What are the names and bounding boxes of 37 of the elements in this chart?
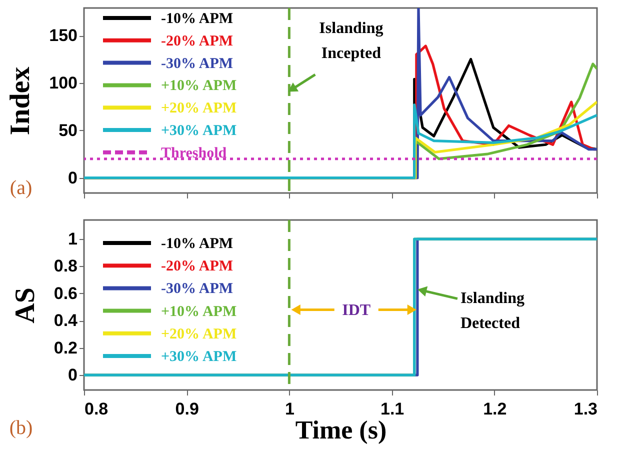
y-tick-label: 0.2 [54, 338, 78, 358]
y-axis-title: Index [5, 66, 36, 136]
legend-label: +20% APM [161, 100, 237, 117]
x-tick-label: 1 [284, 400, 294, 418]
legend-label: -10% APM [161, 11, 234, 27]
y-tick-label: 150 [49, 26, 78, 46]
text: (b) [9, 417, 33, 439]
legend-label: -30% APM [161, 281, 234, 298]
legend-label: +30% APM [161, 123, 237, 139]
y-tick-label: 0.4 [54, 311, 78, 330]
legend-label: -10% APM [161, 236, 234, 252]
y-tick-label: 0 [68, 168, 78, 188]
x-tick-label: 1.1 [380, 400, 404, 418]
ref-line-label: Threshold [161, 145, 228, 162]
annotation: IDT [342, 302, 371, 319]
annotation: Islanding Incepted [319, 20, 384, 62]
y-tick-label: 0.6 [54, 284, 78, 303]
legend-label: -20% APM [161, 258, 234, 275]
legend-label: +10% APM [161, 78, 237, 94]
y-tick-label: 1 [68, 230, 78, 249]
x-tick-label: 1.3 [574, 400, 598, 418]
x-tick-label: 1.2 [483, 400, 507, 418]
legend-label: +20% APM [161, 326, 237, 342]
annotation: Islanding Detected [460, 290, 524, 332]
y-tick-label: 0 [68, 366, 78, 385]
legend-label: +10% APM [161, 304, 237, 320]
y-tick-label: 0.8 [54, 256, 78, 276]
x-axis-title: Time (s) [295, 416, 387, 444]
y-tick-label: 100 [49, 73, 78, 92]
x-tick-label: 0.9 [175, 400, 199, 418]
x-tick-label: 0.8 [84, 400, 108, 418]
text: (a) [10, 177, 32, 199]
legend-label: -30% APM [161, 56, 234, 72]
y-tick-label: 50 [58, 120, 78, 140]
legend-label: +30% APM [161, 349, 237, 365]
y-axis-title: AS [10, 288, 41, 324]
legend-label: -20% APM [161, 33, 234, 50]
